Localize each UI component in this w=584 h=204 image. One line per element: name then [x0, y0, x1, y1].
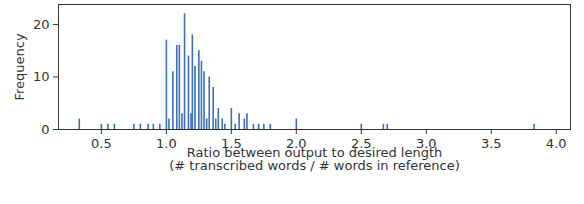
svg-text:20: 20 — [33, 17, 50, 32]
svg-text:2.5: 2.5 — [350, 135, 372, 151]
svg-text:4.0: 4.0 — [546, 136, 567, 151]
svg-text:0: 0 — [41, 122, 49, 137]
svg-text:2.0: 2.0 — [286, 135, 307, 151]
svg-text:0.5: 0.5 — [91, 136, 112, 151]
svg-text:1.0: 1.0 — [156, 136, 177, 151]
svg-text:Ratio between output to desire: Ratio between output to desired length(#… — [169, 145, 460, 173]
svg-text:Frequency: Frequency — [12, 33, 27, 100]
svg-text:1.5: 1.5 — [221, 135, 242, 151]
svg-text:10: 10 — [33, 69, 50, 84]
svg-text:3.0: 3.0 — [415, 135, 437, 151]
svg-text:3.5: 3.5 — [481, 136, 502, 151]
